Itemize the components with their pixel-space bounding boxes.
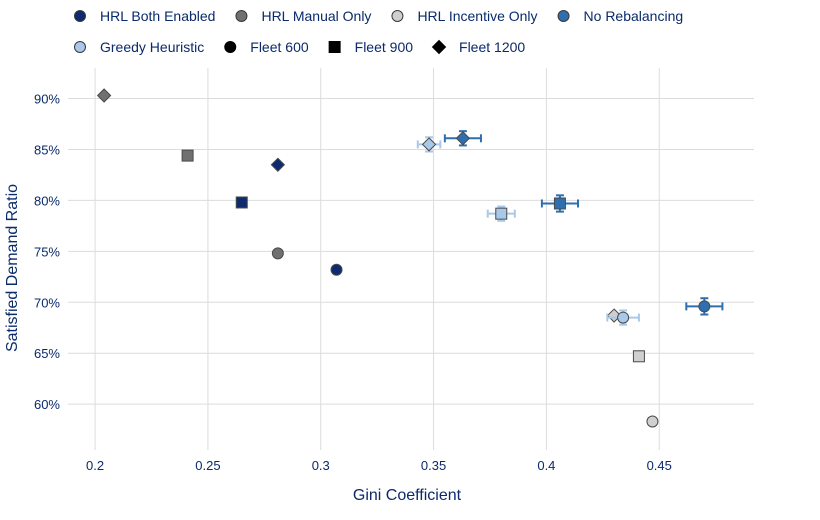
legend-label: HRL Incentive Only [417,8,537,24]
legend-marker-square-icon [328,41,341,53]
point-marker [235,196,248,209]
legend-label: HRL Both Enabled [100,8,215,24]
point-hrl-incentive-only-fleet-900 [632,350,645,363]
data-points [96,88,724,428]
y-tick-label: 65% [34,346,60,361]
point-greedy-heuristic-fleet-900 [486,205,516,222]
legend-item-hrl-both-enabled: HRL Both Enabled [74,8,215,24]
legend-item-greedy-heuristic: Greedy Heuristic [74,39,204,55]
legend-marker-circle-icon [557,10,570,22]
point-marker [698,300,711,313]
y-tick-label: 80% [34,193,60,208]
legend-label: HRL Manual Only [261,8,371,24]
legend-item-fleet-900: Fleet 900 [328,39,414,55]
legend-marker-circle-icon [224,41,237,53]
legend-marker-diamond-icon [431,39,447,55]
x-axis-title: Gini Coefficient [353,487,462,504]
point-greedy-heuristic-fleet-600 [606,309,640,326]
point-hrl-both-enabled-fleet-1200 [270,157,286,172]
x-tick-label: 0.2 [86,458,104,473]
point-marker [181,149,194,162]
x-tick-label: 0.4 [537,458,555,473]
point-greedy-heuristic-fleet-1200 [416,136,442,153]
point-marker [421,137,437,152]
point-marker [455,131,471,146]
point-marker [617,311,630,324]
legend-label: Greedy Heuristic [100,39,204,55]
y-tick-label: 70% [34,295,60,310]
point-marker [495,207,508,220]
point-hrl-both-enabled-fleet-600 [330,263,343,276]
point-hrl-incentive-only-fleet-600 [646,415,659,428]
point-no-rebalancing-fleet-900 [540,194,579,213]
legend-item-no-rebalancing: No Rebalancing [557,8,684,24]
x-tick-label: 0.35 [421,458,446,473]
legend-item-hrl-incentive-only: HRL Incentive Only [391,8,538,24]
point-hrl-manual-only-fleet-600 [271,247,284,260]
legend-label: No Rebalancing [584,8,684,24]
point-marker [96,88,112,103]
y-tick-label: 75% [34,244,60,259]
legend-item-hrl-manual-only: HRL Manual Only [235,8,371,24]
y-tick-label: 85% [34,142,60,157]
point-marker [271,247,284,260]
legend-label: Fleet 900 [355,39,414,55]
y-tick-label: 60% [34,397,60,412]
grid-lines [68,68,754,450]
point-marker [270,157,286,172]
legend-marker-circle-icon [235,10,248,22]
y-axis-title: Satisfied Demand Ratio [4,184,21,352]
point-no-rebalancing-fleet-600 [685,297,724,316]
axis-ticks: 0.2 0.25 0.3 0.35 0.4 0.45 60% 65% 70% 75% 80% 85% 9… [34,92,672,473]
point-hrl-both-enabled-fleet-900 [235,196,248,209]
legend: HRL Both Enabled HRL Manual Only HRL Incen… [74,8,684,55]
legend-item-fleet-600: Fleet 600 [224,39,309,55]
point-hrl-manual-only-fleet-1200 [96,88,112,103]
point-marker [553,197,566,210]
y-tick-label: 90% [34,92,60,107]
legend-item-fleet-1200: Fleet 1200 [431,39,525,55]
point-marker [330,263,343,276]
legend-marker-circle-icon [74,10,86,22]
point-marker [632,350,645,363]
legend-marker-circle-icon [391,10,404,22]
legend-label: Fleet 600 [250,39,309,55]
point-hrl-manual-only-fleet-900 [181,149,194,162]
point-marker [646,415,659,428]
legend-label: Fleet 1200 [459,39,525,55]
x-tick-label: 0.3 [312,458,330,473]
point-no-rebalancing-fleet-1200 [443,130,482,147]
legend-marker-circle-icon [74,41,86,53]
x-tick-label: 0.25 [195,458,220,473]
x-tick-label: 0.45 [647,458,672,473]
